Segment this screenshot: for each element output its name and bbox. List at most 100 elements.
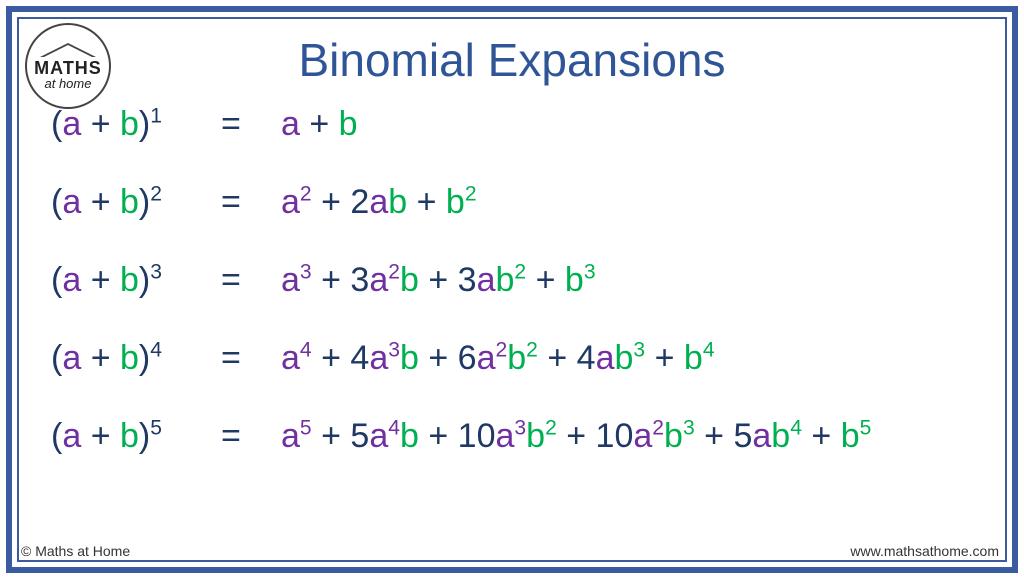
math-token: b [507,339,526,377]
math-token: 10 [596,417,634,455]
math-token: a [62,261,81,299]
math-token: b [120,105,139,143]
math-token: a [369,261,388,299]
math-token: 3 [458,261,477,299]
equation-row: (a + b)2=a2 + 2ab + b2 [51,185,977,219]
math-token: b [120,261,139,299]
math-token: b [841,417,860,455]
math-token: 4 [703,339,715,362]
math-token: + [312,183,351,221]
math-token: a [281,261,300,299]
math-token: ) [139,105,150,143]
math-token: a [62,183,81,221]
math-token: ) [139,339,150,377]
math-token: + [557,417,596,455]
math-token: b [664,417,683,455]
equation-row: (a + b)5=a5 + 5a4b + 10a3b2 + 10a2b3 + 5… [51,419,977,453]
math-token: 3 [683,417,695,440]
math-token: + [419,417,458,455]
math-token: 4 [150,339,162,362]
math-token: b [388,183,407,221]
math-token: + [645,339,684,377]
math-token: a [369,183,388,221]
math-token: a [495,417,514,455]
math-token: 3 [388,339,400,362]
math-token: a [369,339,388,377]
math-token: 5 [350,417,369,455]
math-token: 2 [300,183,312,206]
math-token: b [446,183,465,221]
equals-sign: = [221,263,281,297]
equation-rhs: a2 + 2ab + b2 [281,185,977,219]
math-token: ( [51,417,62,455]
math-token: b [684,339,703,377]
outer-border: MATHS at home Binomial Expansions (a + b… [6,6,1018,573]
logo-badge: MATHS at home [25,23,111,109]
math-token: 3 [300,261,312,284]
math-token: b [120,183,139,221]
math-token: + [695,417,734,455]
math-token: a [477,261,496,299]
math-token: a [596,339,615,377]
equation-rhs: a3 + 3a2b + 3ab2 + b3 [281,263,977,297]
math-token: + [81,339,120,377]
math-token: a [633,417,652,455]
math-token: 4 [577,339,596,377]
equation-rhs: a + b [281,107,977,141]
math-token: 10 [458,417,496,455]
math-token: ) [139,183,150,221]
math-token: + [81,261,120,299]
math-token: + [312,339,351,377]
math-token: b [400,339,419,377]
math-token: + [407,183,446,221]
math-token: 4 [790,417,802,440]
math-token: 2 [545,417,557,440]
math-token: b [526,417,545,455]
math-token: 3 [150,261,162,284]
math-token: ) [139,417,150,455]
math-token: + [300,105,339,143]
math-token: a [369,417,388,455]
equation-rhs: a4 + 4a3b + 6a2b2 + 4ab3 + b4 [281,341,977,375]
math-token: + [419,339,458,377]
page-title: Binomial Expansions [19,33,1005,87]
math-token: b [400,417,419,455]
math-token: + [312,417,351,455]
math-token: b [565,261,584,299]
website-url: www.mathsathome.com [850,543,999,559]
equation-lhs: (a + b)2 [51,185,221,219]
math-token: a [62,339,81,377]
math-token: 2 [150,183,162,206]
math-token: + [538,339,577,377]
math-token: 5 [150,417,162,440]
math-token: + [312,261,351,299]
math-token: + [526,261,565,299]
equals-sign: = [221,185,281,219]
math-token: 3 [633,339,645,362]
math-token: b [120,417,139,455]
math-token: 3 [584,261,596,284]
math-token: a [752,417,771,455]
math-token: 5 [733,417,752,455]
math-token: b [614,339,633,377]
math-token: a [62,105,81,143]
math-token: b [339,105,358,143]
equation-row: (a + b)1=a + b [51,107,977,141]
math-token: ( [51,261,62,299]
math-token: 2 [514,261,526,284]
math-token: + [81,183,120,221]
copyright-text: © Maths at Home [21,543,130,559]
math-token: 3 [514,417,526,440]
math-token: 2 [652,417,664,440]
math-token: + [81,417,120,455]
math-token: a [281,339,300,377]
math-token: a [477,339,496,377]
math-token: + [419,261,458,299]
equals-sign: = [221,107,281,141]
equations-container: (a + b)1=a + b(a + b)2=a2 + 2ab + b2(a +… [19,87,1005,453]
math-token: b [496,261,515,299]
math-token: b [400,261,419,299]
math-token: 2 [388,261,400,284]
equation-lhs: (a + b)3 [51,263,221,297]
math-token: + [802,417,841,455]
